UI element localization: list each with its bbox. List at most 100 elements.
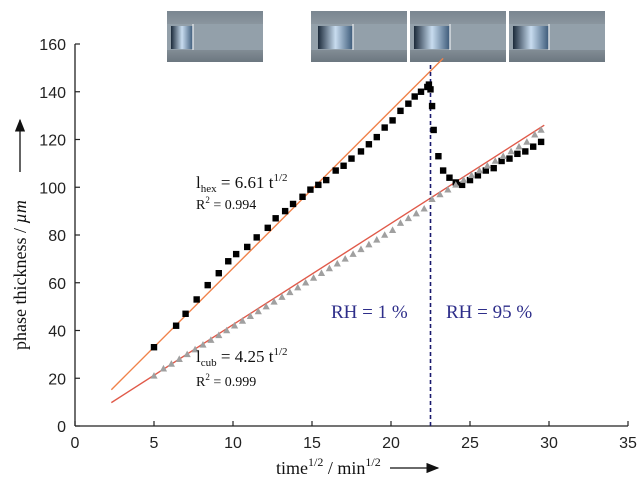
y-tick-label: 0 (57, 419, 66, 436)
data-point-triangle (373, 235, 381, 243)
data-point-square (435, 153, 442, 160)
data-point-square (397, 107, 404, 115)
micrograph-image-3 (410, 11, 506, 62)
data-point-square (498, 157, 505, 165)
data-point-triangle (199, 341, 207, 348)
data-point-triangle (491, 157, 499, 164)
annotation-cub-equation: lcub = 4.25 t1/2 (196, 346, 288, 369)
data-point-square (506, 155, 513, 162)
data-point-square (244, 243, 251, 251)
data-point-triangle (349, 250, 357, 257)
data-point-triangle (381, 231, 389, 238)
x-tick-label: 10 (224, 435, 242, 452)
region-label-low-humidity: RH = 1 % (331, 302, 408, 323)
data-point-square (272, 215, 279, 222)
data-point-triangle (254, 307, 262, 315)
data-point-square (389, 117, 396, 124)
data-point-square (253, 234, 260, 241)
data-point-triangle (270, 298, 278, 305)
data-point-triangle (467, 171, 476, 179)
data-point-triangle (412, 209, 420, 217)
data-point-square (530, 143, 537, 150)
data-point-triangle (523, 138, 531, 145)
x-tick-label: 0 (71, 435, 80, 452)
data-point-triangle (317, 269, 326, 276)
annotation-hex-equation: lhex = 6.61 t1/2 (196, 172, 288, 195)
data-point-triangle (436, 190, 444, 198)
data-point-square (281, 207, 289, 215)
data-point-square (411, 93, 418, 100)
data-point-triangle (278, 293, 286, 300)
data-point-square (299, 193, 306, 200)
data-point-square (307, 186, 314, 193)
data-point-triangle (294, 283, 302, 291)
y-tick-label: 40 (48, 324, 66, 341)
y-tick-label: 80 (48, 228, 66, 245)
data-point-square (522, 148, 529, 155)
data-point-triangle (483, 161, 491, 169)
data-point-triangle (341, 255, 349, 262)
data-point-triangle (515, 142, 523, 150)
x-tick-label: 15 (303, 435, 321, 452)
micrograph-image-1 (167, 11, 263, 62)
axes: 0 5 10 15 20 25 30 35 0 20 40 60 80 100 120 140 160 (39, 37, 637, 452)
data-point-triangle (167, 360, 175, 367)
data-point-square (357, 148, 365, 155)
data-point-square (430, 126, 437, 134)
data-point-triangle (507, 147, 515, 155)
data-point-square (446, 174, 453, 181)
data-point-square (373, 133, 380, 141)
data-point-triangle (302, 278, 310, 286)
data-point-triangle (286, 288, 294, 296)
x-tick-label: 20 (382, 435, 400, 452)
data-point-square (215, 270, 222, 277)
data-point-square (348, 155, 355, 162)
data-point-triangle (191, 345, 199, 353)
y-tick-label: 20 (48, 371, 66, 388)
data-point-triangle (238, 317, 247, 324)
fit-line-hex (110, 57, 444, 391)
y-axis-label: phase thickness / µm (10, 200, 30, 350)
annotation-cub: lcub = 4.25 t1/2 R2 = 0.999 (196, 346, 288, 390)
data-point-triangle (309, 274, 318, 281)
x-tick-label: 5 (150, 435, 159, 452)
data-point-triangle (537, 126, 545, 133)
data-point-triangle (223, 326, 231, 334)
series-hexagonal-points (150, 81, 545, 351)
x-ticks: 0 5 10 15 20 25 30 35 (71, 421, 637, 452)
annotation-cub-r2: R2 = 0.999 (196, 372, 256, 390)
data-point-square (482, 167, 489, 174)
data-point-square (232, 250, 240, 258)
data-point-square (172, 322, 180, 329)
data-point-square (150, 344, 158, 351)
data-point-square (474, 172, 482, 179)
y-tick-label: 60 (48, 276, 66, 293)
data-point-square (466, 176, 474, 184)
data-point-triangle (183, 350, 191, 358)
y-tick-label: 100 (39, 180, 66, 197)
data-point-triangle (444, 185, 452, 193)
series-cubic-points (150, 126, 545, 379)
data-point-triangle (246, 312, 254, 319)
data-point-square (182, 310, 189, 317)
data-point-square (264, 224, 271, 232)
data-point-triangle (159, 364, 168, 372)
data-point-square (537, 138, 545, 146)
data-point-square (417, 88, 425, 95)
fit-lines (110, 57, 545, 404)
data-point-square (458, 181, 466, 189)
data-point-triangle (531, 130, 539, 138)
data-point-square (425, 81, 433, 88)
y-tick-label: 160 (39, 37, 66, 54)
data-point-square (193, 296, 200, 303)
data-point-square (315, 181, 322, 189)
micrograph-image-2 (311, 11, 407, 62)
x-tick-label: 30 (540, 435, 558, 452)
data-point-square (490, 164, 497, 172)
data-point-triangle (207, 336, 215, 343)
fit-line-cub (110, 124, 545, 404)
data-point-square (340, 162, 347, 169)
data-point-square (381, 124, 388, 131)
data-point-triangle (460, 176, 468, 183)
